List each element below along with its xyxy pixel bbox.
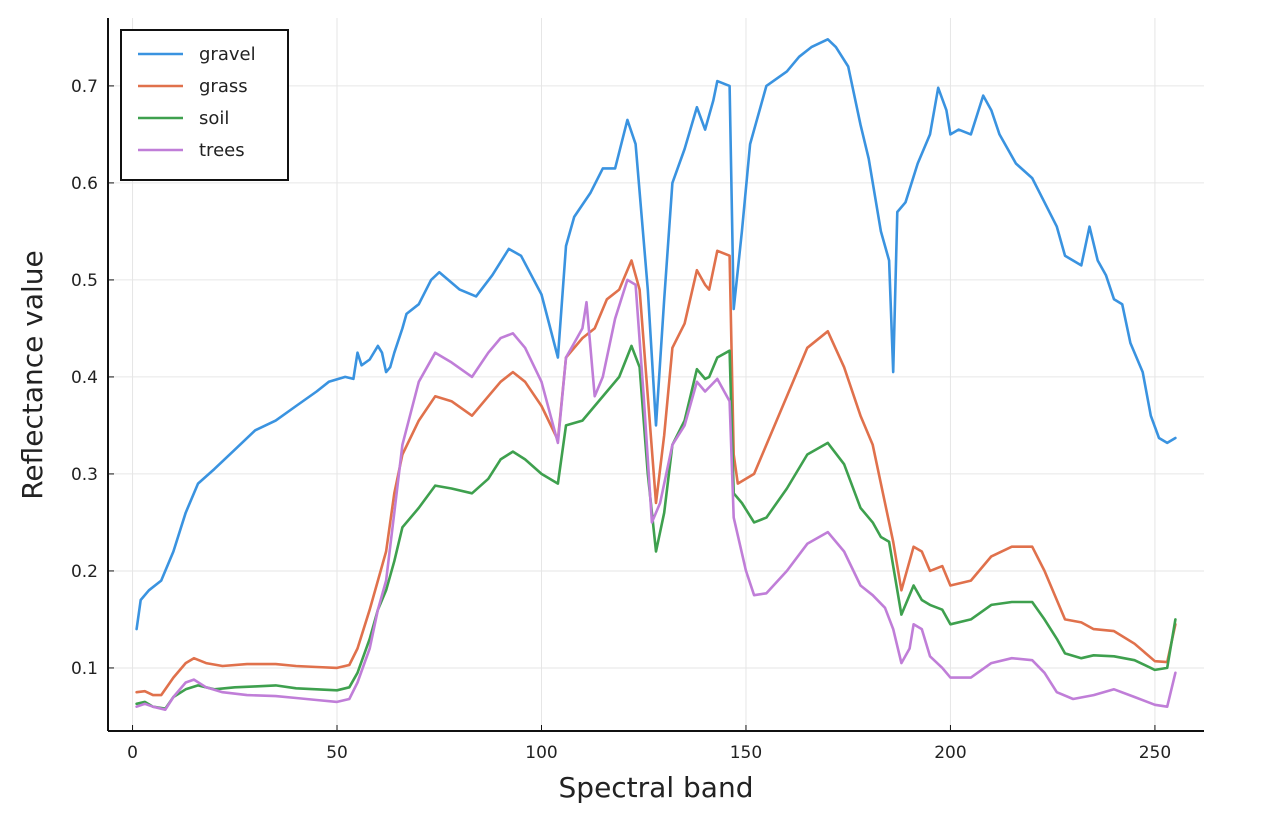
axes — [107, 18, 1204, 732]
x-tick-label: 250 — [1139, 743, 1171, 763]
series-line-soil — [135, 344, 1177, 710]
series-line-trees — [135, 278, 1177, 711]
legend-label-trees: trees — [199, 140, 245, 161]
y-axis-title: Reflectance value — [16, 250, 49, 500]
legend: gravel grass soil trees — [120, 29, 289, 181]
x-tick-label: 150 — [730, 743, 762, 763]
legend-label-gravel: gravel — [199, 44, 256, 65]
y-tick-label: 0.4 — [71, 368, 98, 388]
y-tick-label: 0.1 — [71, 659, 98, 679]
y-tick-label: 0.2 — [71, 562, 98, 582]
y-tick-label: 0.5 — [71, 271, 98, 291]
legend-label-grass: grass — [199, 76, 248, 97]
y-tick-label: 0.3 — [71, 465, 98, 485]
series-line-gravel — [135, 38, 1177, 631]
x-tick-label: 100 — [525, 743, 557, 763]
grid-lines — [108, 18, 1204, 731]
series-line-grass — [135, 249, 1177, 697]
legend-label-soil: soil — [199, 108, 229, 129]
y-tick-label: 0.7 — [71, 77, 98, 97]
tick-labels: 0 50 100 150 200 250 0.1 0.2 0.3 0.4 0.5 0.6 0.7 — [71, 77, 1171, 763]
series-lines — [135, 38, 1177, 711]
y-tick-label: 0.6 — [71, 174, 98, 194]
x-tick-label: 200 — [934, 743, 966, 763]
x-axis-title: Spectral band — [559, 771, 754, 804]
x-tick-label: 50 — [326, 743, 348, 763]
x-tick-label: 0 — [127, 743, 138, 763]
